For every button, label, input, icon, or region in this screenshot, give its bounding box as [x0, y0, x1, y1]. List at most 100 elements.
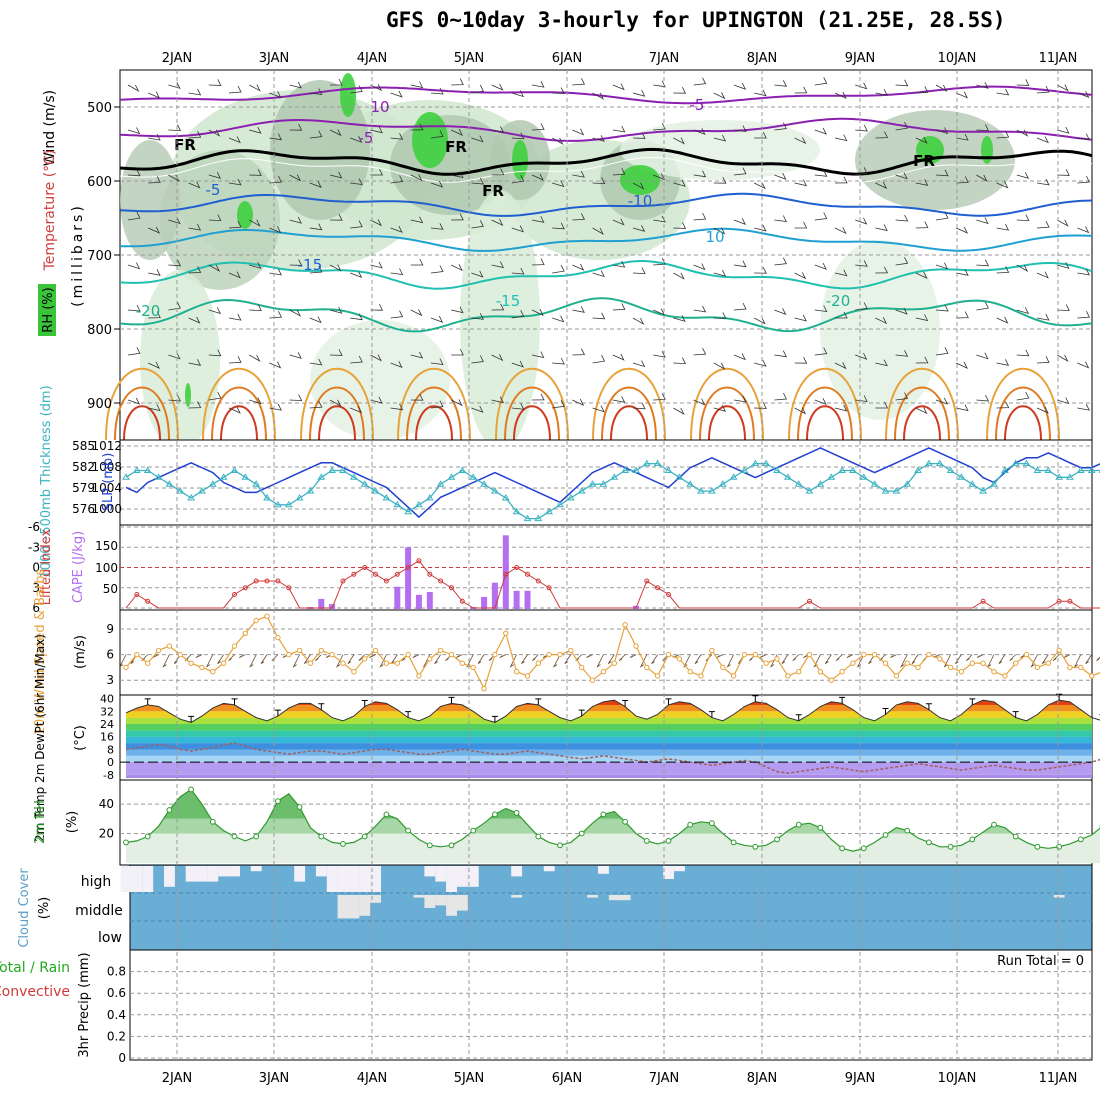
upper-wind-barb: [814, 212, 828, 221]
rh2m-ticks: 40 20: [99, 797, 114, 840]
wind10-marker: [1002, 673, 1008, 679]
upper-wind-barb: [148, 133, 161, 141]
wind10-marker: [264, 613, 270, 619]
upper-wind-barb: [410, 258, 424, 266]
precip-tick: 0.6: [107, 986, 126, 1000]
rh-region: [460, 190, 540, 450]
wind10-marker: [698, 673, 704, 679]
upper-wind-barb: [208, 129, 221, 137]
cloud-high-bar: [315, 866, 327, 877]
cloud-ylabel: Cloud Cover: [17, 868, 32, 948]
upper-wind-barb: [1077, 361, 1090, 369]
upper-wind-barb: [451, 78, 464, 86]
upper-wind-barb: [329, 264, 342, 272]
upper-wind-barb: [390, 175, 404, 184]
upper-wind-barb: [632, 360, 646, 368]
thickness-marker: [501, 494, 510, 501]
dewpt2m-line: [125, 742, 1100, 774]
upper-wind-barb: [269, 175, 283, 184]
upper-wind-barb: [935, 169, 949, 177]
wind10-barb: [759, 654, 767, 658]
upper-wind-barb: [733, 125, 747, 132]
wind10-barb: [260, 654, 268, 664]
upper-wind-barb: [834, 176, 848, 184]
boundary-temp-arc: [406, 386, 462, 441]
upper-wind-barb: [935, 262, 949, 270]
pressure-tick-label: 900: [87, 397, 112, 412]
isotherm-label: FR: [482, 182, 504, 200]
cloud-grid: [130, 892, 1092, 922]
bottom-date-label: 11JAN: [1039, 1071, 1078, 1086]
thickness-marker: [621, 466, 629, 473]
lifted-index-marker: [535, 578, 541, 584]
temp2m-tick: 32: [100, 705, 114, 718]
thickness-marker: [914, 466, 922, 473]
upper-wind-barb: [228, 356, 242, 364]
upper-wind-barb: [471, 220, 484, 229]
wind10-marker: [774, 656, 780, 662]
upper-wind-barb: [855, 124, 868, 132]
temp-band: [126, 736, 1092, 744]
lifted-index-marker: [394, 571, 400, 577]
rh2m-marker: [188, 786, 195, 793]
lifted-index-marker: [134, 592, 140, 597]
wind10-marker: [448, 651, 455, 658]
upper-wind-barb: [269, 403, 282, 411]
thickness-marker: [946, 466, 955, 473]
wind10-marker: [947, 664, 954, 671]
wind10-marker: [915, 664, 921, 671]
upper-wind-barb: [774, 308, 787, 316]
isotherm-lines: [105, 85, 1093, 441]
upper-wind-barb: [1016, 79, 1030, 86]
isotherm-minus5: [119, 117, 1093, 142]
upper-wind-barb: [673, 179, 686, 187]
upper-wind-barb: [895, 79, 909, 87]
thickness-marker: [404, 507, 412, 515]
wind10-marker: [871, 651, 878, 658]
isotherm-label: FR: [445, 138, 467, 156]
thickness-marker: [881, 487, 890, 494]
upper-wind-barb: [168, 301, 181, 311]
temp-minmax-marker: [708, 711, 715, 718]
temp2m-line: [125, 699, 1100, 723]
rh-high-region: [237, 201, 253, 229]
upper-wind-barb: [390, 310, 404, 319]
wind10-ylabel: 10m Wind Speed & Barbs: [33, 569, 48, 736]
wind10-marker: [730, 673, 737, 679]
upper-air-panel: 10 -5 -5 -5 -10 10 -15 -20 -15 -20 FR FR FR FR 500 600…: [38, 69, 1093, 450]
upper-wind-barb: [1016, 391, 1030, 401]
upper-wind-barb: [895, 214, 909, 222]
wind10-marker: [307, 660, 314, 666]
rh2m-marker: [709, 820, 715, 827]
thickness-marker: [1033, 466, 1042, 473]
upper-wind-barb: [915, 271, 928, 279]
upper-wind-barb: [774, 122, 787, 131]
upper-wind-barb: [188, 359, 202, 366]
temp-minmax-marker: [231, 698, 238, 705]
upper-wind-barb: [1036, 136, 1049, 144]
upper-wind-barb: [935, 211, 949, 221]
cape-panel: -6 -3 0 3 6 150 100 50 Lifted Index CAPE (J/kg): [28, 520, 1100, 615]
upper-wind-barb: [168, 394, 182, 402]
thickness-marker: [154, 473, 163, 480]
wind10-barb: [347, 654, 355, 664]
wind10-barb: [618, 654, 626, 661]
upper-wind-barb: [148, 226, 161, 234]
upper-wind-barb: [713, 362, 726, 370]
temp-minmax-marker: [578, 709, 585, 717]
upper-wind-barb: [956, 91, 969, 99]
upper-wind-barb: [935, 127, 949, 135]
wind10-marker: [839, 669, 845, 675]
upper-wind-barb: [794, 357, 808, 364]
thickness-marker: [849, 466, 857, 473]
upper-wind-barb: [713, 177, 727, 184]
upper-wind-barb: [895, 172, 908, 180]
temp2m-units: (°C): [73, 725, 88, 751]
cloud-high-bar: [131, 866, 143, 892]
upper-wind-barb: [996, 181, 1009, 189]
temp2m-tick: 8: [107, 743, 114, 756]
upper-wind-barb: [208, 349, 222, 357]
upper-wind-barb: [188, 316, 201, 324]
upper-wind-barb: [855, 167, 868, 176]
upper-wind-barb: [855, 302, 868, 311]
